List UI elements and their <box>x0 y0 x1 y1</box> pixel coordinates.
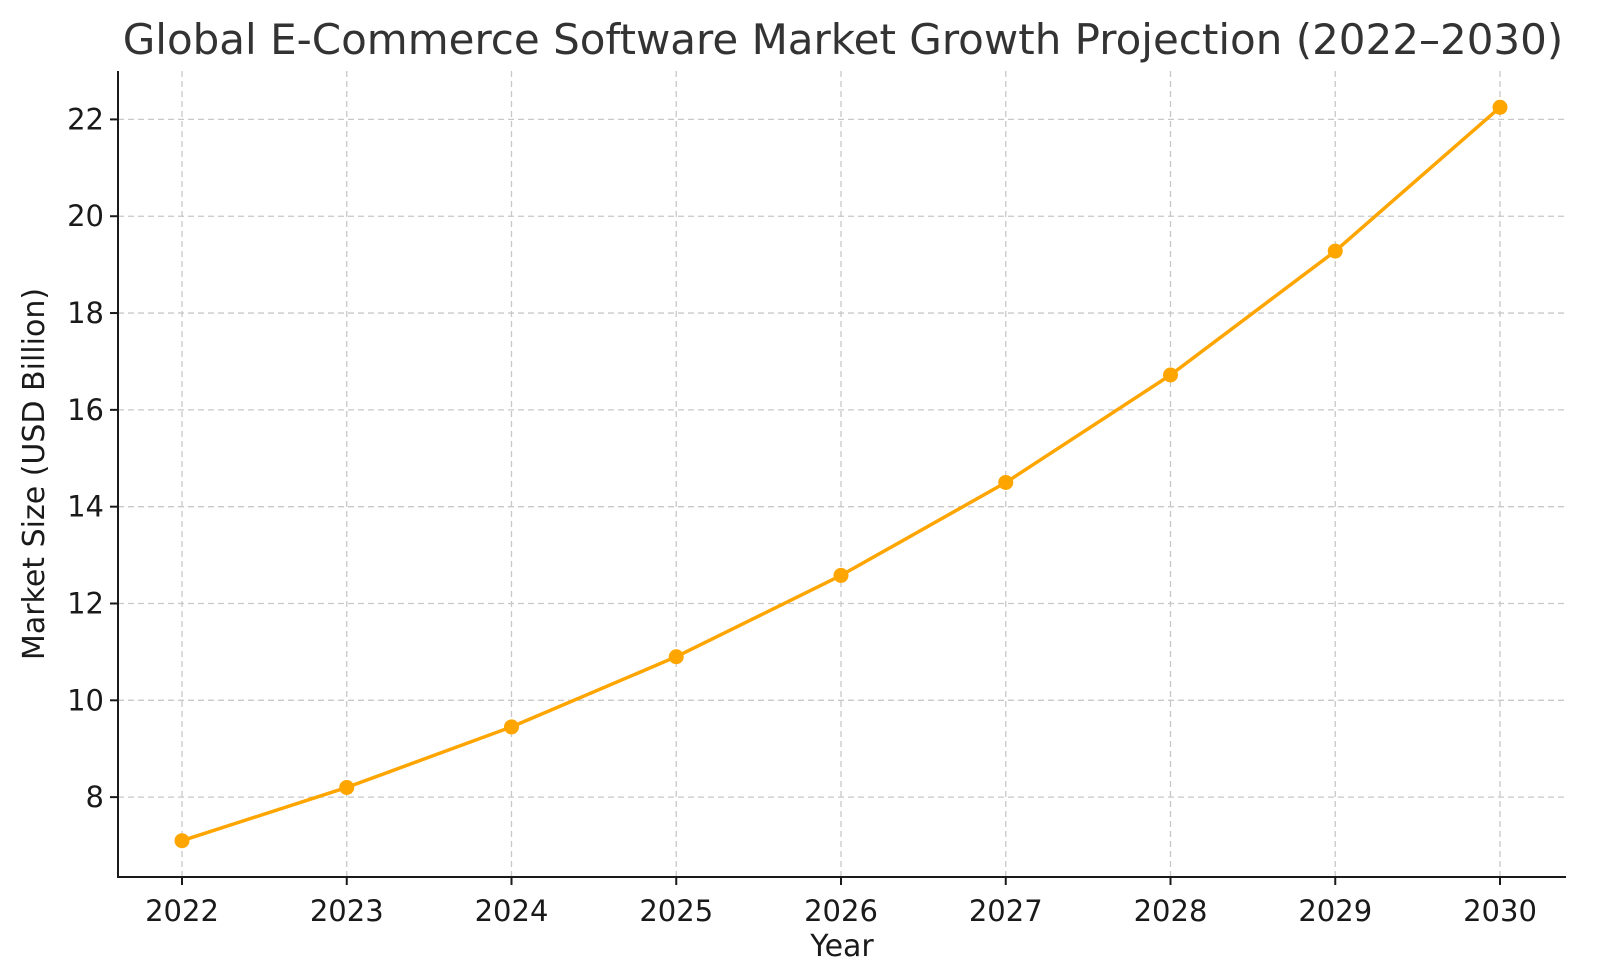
chart-title: Global E-Commerce Software Market Growth… <box>123 15 1564 64</box>
y-axis-label: Market Size (USD Billion) <box>17 288 52 660</box>
data-point <box>1327 243 1343 259</box>
x-ticks: 2022 2023 2024 2025 2026 2027 2028 2029 2030 <box>145 877 1537 928</box>
axes-layer <box>117 71 1566 878</box>
y-tick-label: 10 <box>67 683 104 717</box>
x-tick-label: 2024 <box>475 894 549 928</box>
x-tick-label: 2025 <box>639 894 713 928</box>
x-tick-label: 2027 <box>969 894 1043 928</box>
data-point <box>504 719 519 735</box>
grid-layer <box>118 71 1566 877</box>
data-point <box>668 649 684 665</box>
x-tick-label: 2028 <box>1134 894 1208 928</box>
x-tick-label: 2023 <box>310 894 384 928</box>
y-tick-label: 14 <box>67 490 104 524</box>
y-tick-label: 18 <box>67 296 104 330</box>
x-axis-label: Year <box>809 929 874 964</box>
data-point <box>1163 367 1178 383</box>
y-tick-label: 8 <box>86 780 104 814</box>
data-point <box>998 474 1014 490</box>
x-tick-label: 2026 <box>804 894 878 928</box>
series-layer <box>174 99 1508 849</box>
data-point <box>833 567 849 583</box>
data-point <box>1492 99 1508 115</box>
y-ticks: 8 10 12 14 16 18 20 22 <box>67 102 118 814</box>
y-tick-label: 20 <box>67 199 104 233</box>
x-tick-label: 2030 <box>1463 894 1537 928</box>
x-tick-label: 2029 <box>1298 894 1372 928</box>
y-tick-label: 22 <box>67 102 104 136</box>
axes-spine <box>117 71 1566 878</box>
y-tick-label: 12 <box>67 586 104 620</box>
x-tick-label: 2022 <box>145 894 219 928</box>
data-point <box>174 833 190 849</box>
y-tick-label: 16 <box>67 393 104 427</box>
data-point <box>339 779 355 795</box>
